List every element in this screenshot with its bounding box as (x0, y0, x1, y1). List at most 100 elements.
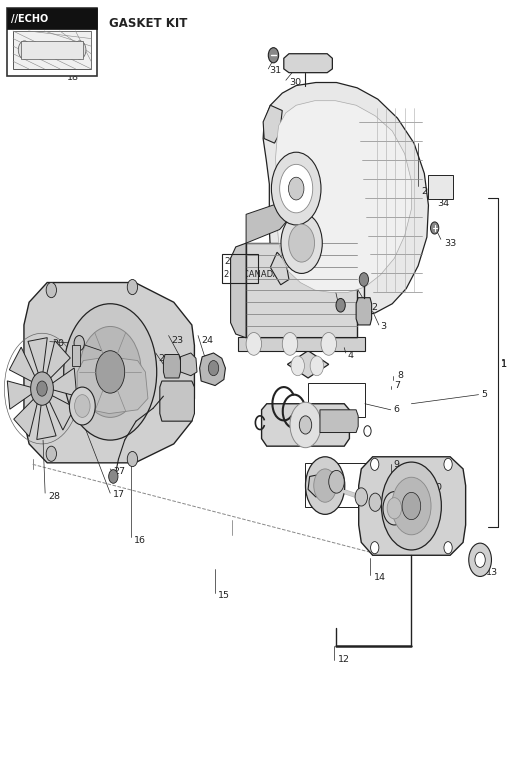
Text: 28: 28 (48, 493, 60, 502)
Circle shape (381, 462, 441, 550)
Text: 9: 9 (393, 460, 399, 469)
Circle shape (46, 282, 56, 298)
Text: 29: 29 (422, 187, 434, 196)
Text: 26 - CANADA: 26 - CANADA (224, 270, 279, 279)
Circle shape (289, 177, 304, 200)
Text: 22: 22 (159, 354, 170, 363)
Text: 21: 21 (62, 356, 74, 365)
Text: 1: 1 (501, 359, 507, 370)
Text: 15: 15 (218, 591, 229, 600)
Circle shape (469, 543, 492, 577)
Circle shape (280, 165, 313, 213)
Circle shape (475, 553, 485, 568)
Text: 13: 13 (486, 568, 498, 577)
Circle shape (321, 332, 337, 355)
Circle shape (271, 153, 321, 225)
Polygon shape (14, 395, 39, 436)
Text: 17: 17 (113, 490, 125, 499)
Polygon shape (276, 101, 411, 292)
Circle shape (290, 402, 321, 448)
Polygon shape (180, 353, 197, 376)
Circle shape (268, 48, 279, 63)
Circle shape (392, 477, 431, 535)
Circle shape (37, 381, 47, 396)
Text: 19: 19 (136, 399, 148, 408)
Circle shape (291, 356, 305, 376)
Text: 3: 3 (380, 322, 386, 331)
Circle shape (444, 458, 452, 471)
Circle shape (74, 335, 84, 351)
Circle shape (127, 279, 138, 294)
Circle shape (402, 493, 421, 520)
Bar (238, 337, 365, 351)
Text: 31: 31 (269, 66, 281, 75)
Circle shape (336, 298, 346, 312)
Circle shape (370, 458, 379, 471)
Circle shape (31, 372, 53, 405)
Polygon shape (308, 472, 337, 497)
Bar (246, 243, 357, 338)
Circle shape (370, 542, 379, 554)
Text: 12: 12 (338, 655, 350, 664)
Circle shape (75, 395, 90, 417)
Circle shape (329, 471, 344, 493)
Bar (7, 8, 97, 77)
Circle shape (79, 326, 141, 417)
Text: 25: 25 (224, 257, 235, 266)
Polygon shape (320, 410, 358, 433)
Bar (21, 41, 83, 59)
Polygon shape (45, 341, 70, 383)
Polygon shape (263, 83, 428, 319)
Polygon shape (356, 298, 371, 325)
Text: 32: 32 (336, 276, 348, 285)
Circle shape (359, 272, 368, 286)
Text: 18: 18 (67, 74, 79, 83)
Text: 10: 10 (430, 483, 442, 492)
Polygon shape (284, 54, 333, 73)
Circle shape (383, 492, 406, 525)
Circle shape (127, 452, 138, 467)
Bar (72, 345, 80, 366)
Bar (308, 383, 365, 417)
Text: 5: 5 (481, 390, 487, 399)
Circle shape (208, 361, 219, 376)
Circle shape (299, 416, 312, 434)
Polygon shape (263, 106, 282, 143)
Text: 24: 24 (201, 335, 213, 345)
Circle shape (289, 224, 314, 262)
Text: 7: 7 (394, 381, 400, 390)
Polygon shape (28, 338, 47, 380)
Circle shape (444, 542, 452, 554)
Polygon shape (270, 252, 289, 285)
Bar (7, 8, 97, 30)
Circle shape (46, 446, 56, 461)
Circle shape (18, 41, 31, 59)
Circle shape (74, 41, 86, 59)
Text: //ECHO: //ECHO (11, 14, 48, 24)
Polygon shape (199, 353, 225, 386)
Circle shape (369, 493, 381, 512)
Text: 20: 20 (52, 339, 64, 348)
Circle shape (281, 213, 322, 273)
Circle shape (306, 457, 345, 515)
Text: 4: 4 (348, 351, 354, 360)
Polygon shape (24, 282, 194, 463)
Bar (222, 254, 258, 282)
Text: 16: 16 (134, 536, 146, 545)
Bar (13, 31, 91, 69)
Circle shape (430, 222, 439, 234)
Text: GASKET KIT: GASKET KIT (109, 17, 188, 30)
Text: 14: 14 (373, 574, 386, 582)
Text: 2: 2 (371, 303, 378, 312)
Circle shape (314, 469, 337, 502)
Text: 8: 8 (397, 371, 404, 380)
Polygon shape (7, 381, 36, 409)
Circle shape (282, 332, 298, 355)
Text: 33: 33 (444, 238, 456, 247)
Text: 34: 34 (437, 199, 449, 208)
Polygon shape (77, 357, 148, 414)
Text: 6: 6 (393, 405, 399, 414)
Circle shape (64, 304, 157, 440)
Bar (306, 463, 391, 507)
Polygon shape (47, 393, 75, 430)
